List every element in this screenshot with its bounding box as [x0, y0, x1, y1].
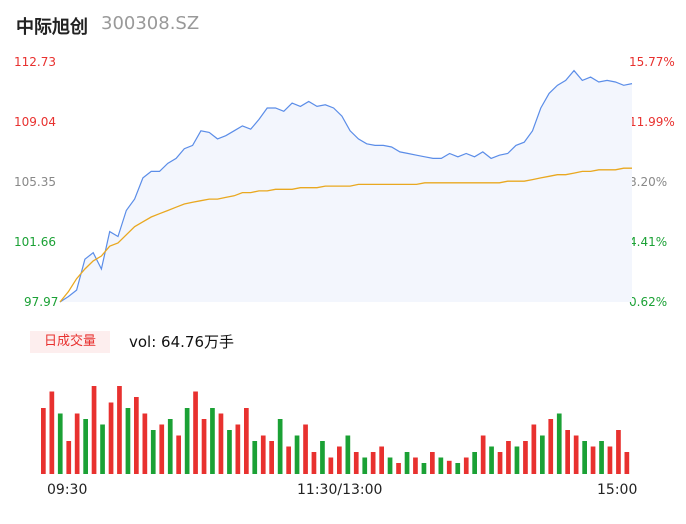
volume-bar: [235, 424, 241, 474]
volume-bar: [277, 419, 283, 474]
volume-bar: [218, 413, 224, 474]
volume-bar: [260, 435, 266, 474]
time-label-midday: 11:30/13:00: [297, 482, 383, 498]
volume-bar: [573, 435, 579, 474]
volume-bar: [379, 446, 384, 474]
volume-bar: [303, 424, 308, 474]
price-tick-label: 101.66: [14, 235, 56, 249]
stock-name: 中际旭创: [16, 17, 88, 38]
volume-bar: [540, 435, 545, 474]
volume-tag: 日成交量: [30, 331, 110, 353]
volume-bar: [413, 457, 418, 474]
volume-bar: [472, 452, 477, 474]
time-label-open: 09:30: [47, 482, 88, 498]
stock-code: 300308.SZ: [101, 13, 200, 34]
volume-bar: [286, 446, 291, 474]
volume-bar: [599, 441, 604, 474]
volume-bar: [616, 430, 621, 474]
volume-bar: [201, 419, 207, 474]
volume-bar: [74, 413, 80, 474]
volume-bar: [193, 391, 198, 474]
volume-bar: [556, 413, 562, 474]
volume-bar: [41, 408, 46, 474]
volume-bar: [227, 430, 232, 474]
volume-bar: [345, 435, 351, 474]
volume-bar: [446, 460, 452, 474]
volume-bar: [269, 441, 274, 474]
volume-bar: [590, 446, 596, 474]
volume-bar: [387, 457, 393, 474]
volume-bar: [455, 463, 461, 474]
volume-bar: [548, 419, 554, 474]
price-tick-label: 112.73: [14, 55, 56, 69]
price-tick-label: 105.35: [14, 175, 56, 189]
volume-bar: [159, 424, 165, 474]
volume-bar: [49, 391, 55, 474]
price-tick-label: 97.97: [24, 295, 59, 309]
pct-tick-label: 8.20%: [629, 175, 668, 189]
volume-bar: [117, 386, 122, 474]
pct-tick-label: 0.62%: [629, 295, 668, 309]
volume-bar: [353, 452, 359, 474]
volume-bar: [176, 435, 181, 474]
volume-bar: [294, 435, 300, 474]
volume-bar: [91, 386, 97, 474]
average-price-line: [59, 167, 632, 303]
volume-bar: [489, 446, 494, 474]
pct-tick-label: 4.41%: [629, 235, 668, 249]
volume-bar: [438, 457, 444, 474]
volume-bar: [108, 402, 114, 474]
volume-bar: [125, 408, 131, 474]
volume-bar: [396, 463, 401, 474]
volume-bar: [328, 457, 334, 474]
volume-bar: [210, 408, 215, 474]
volume-bar: [244, 408, 249, 474]
pct-tick-label: 11.99%: [629, 115, 675, 129]
volume-bar: [167, 419, 173, 474]
pct-tick-label: 15.77%: [629, 55, 675, 69]
volume-bar: [480, 435, 486, 474]
volume-bar: [531, 424, 537, 474]
volume-bar: [582, 441, 587, 474]
volume-bar: [57, 413, 63, 474]
price-tick-label: 109.04: [14, 115, 56, 129]
price-line: [59, 69, 633, 303]
volume-bar: [184, 408, 190, 474]
volume-bar: [497, 452, 503, 474]
volume-bar: [337, 446, 342, 474]
volume-bar: [624, 452, 630, 474]
volume-bar: [311, 452, 317, 474]
volume-bar: [430, 452, 435, 474]
time-label-close: 15:00: [597, 482, 638, 498]
volume-bar: [320, 441, 325, 474]
volume-bar: [607, 446, 613, 474]
volume-bar: [506, 441, 511, 474]
volume-bar: [404, 452, 410, 474]
volume-bar: [362, 457, 368, 474]
volume-bar: [100, 424, 105, 474]
volume-bar: [463, 457, 469, 474]
volume-bar: [150, 430, 156, 474]
volume-bar: [83, 419, 88, 474]
volume-bar: [252, 441, 258, 474]
volume-bar: [134, 397, 139, 474]
volume-bar: [142, 413, 148, 474]
volume-bar: [565, 430, 570, 474]
volume-bar: [514, 446, 520, 474]
volume-bar: [370, 452, 376, 474]
volume-bar: [66, 441, 72, 474]
volume-summary: vol: 64.76万手: [129, 333, 234, 351]
volume-bar: [421, 463, 427, 474]
volume-bar: [523, 441, 528, 474]
